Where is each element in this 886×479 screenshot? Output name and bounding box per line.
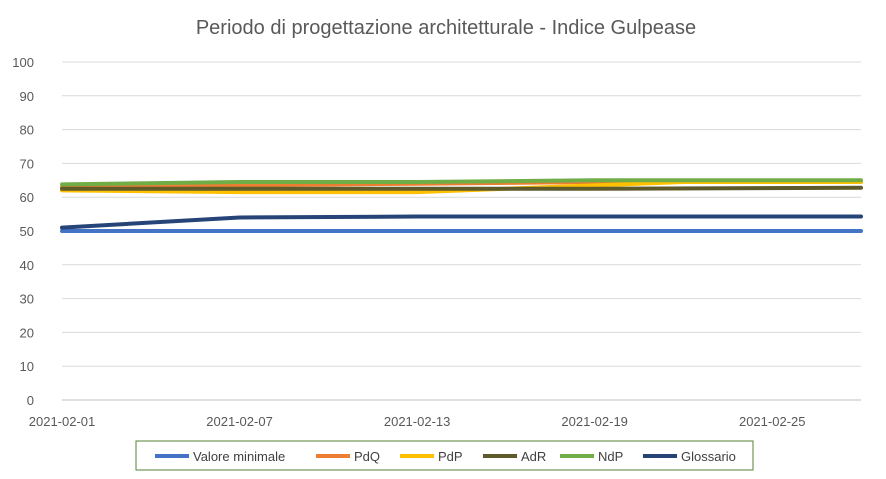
- y-tick-label: 0: [27, 393, 34, 408]
- chart-title: Periodo di progettazione architetturale …: [196, 17, 696, 39]
- y-tick-label: 10: [20, 359, 34, 374]
- y-tick-label: 60: [20, 190, 34, 205]
- series-lines: [60, 178, 863, 233]
- y-tick-label: 70: [20, 156, 34, 171]
- x-tick-label: 2021-02-01: [29, 414, 96, 429]
- y-tick-label: 30: [20, 292, 34, 307]
- y-tick-label: 50: [20, 224, 34, 239]
- legend-box: [135, 440, 754, 471]
- legend-label: AdR: [521, 449, 546, 464]
- y-tick-label: 20: [20, 325, 34, 340]
- series-line-ndp: [60, 178, 863, 187]
- x-tick-label: 2021-02-25: [739, 414, 806, 429]
- legend: Valore minimale PdQ PdP AdR NdP Glossario: [135, 440, 754, 471]
- x-tick-label: 2021-02-07: [206, 414, 273, 429]
- y-tick-label: 80: [20, 123, 34, 138]
- legend-label: PdQ: [354, 449, 380, 464]
- y-tick-label: 90: [20, 89, 34, 104]
- series-line-adr: [60, 185, 863, 191]
- legend-label: Glossario: [681, 449, 736, 464]
- legend-label: NdP: [598, 449, 623, 464]
- series-line-glossario: [60, 214, 863, 230]
- legend-label: PdP: [438, 449, 463, 464]
- y-tick-label: 40: [20, 258, 34, 273]
- x-axis-ticks: 2021-02-01 2021-02-07 2021-02-13 2021-02-19…: [29, 414, 806, 429]
- x-tick-label: 2021-02-13: [384, 414, 451, 429]
- y-tick-label: 100: [12, 55, 34, 70]
- x-tick-label: 2021-02-19: [561, 414, 628, 429]
- y-axis-ticks: 0 10 20 30 40 50 60 70 80 90 100: [12, 55, 34, 408]
- legend-label: Valore minimale: [193, 449, 285, 464]
